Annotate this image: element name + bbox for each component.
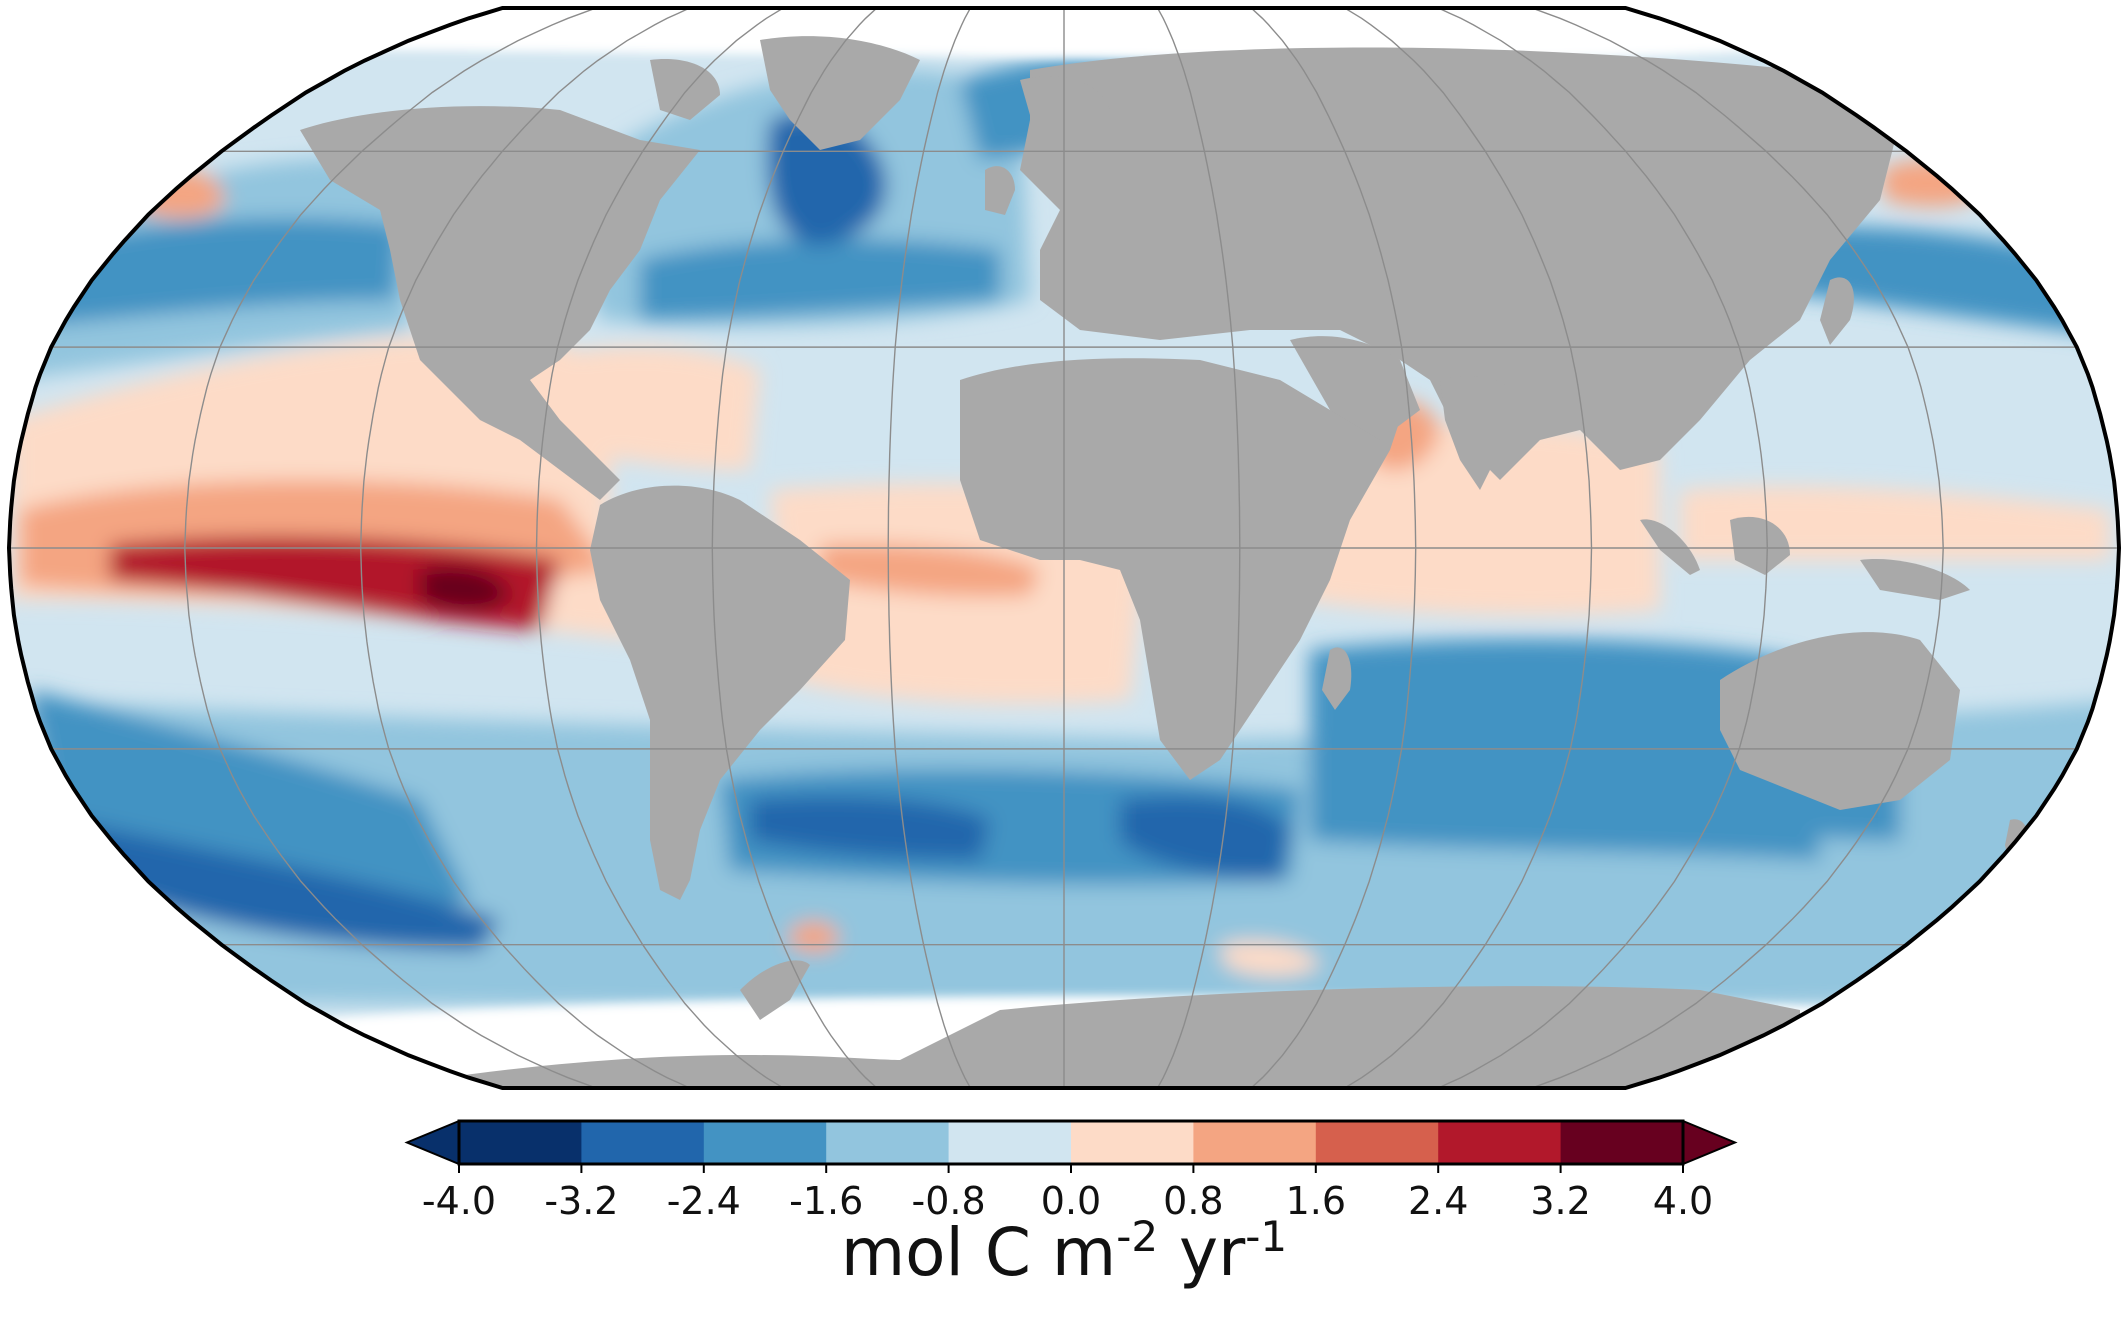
colorbar-segment [1315,1121,1439,1164]
south-indian-patchy-outgassing [1220,941,1320,977]
colorbar-units-label: mol C m-2 yr-1 [841,1212,1287,1292]
land-japan [1820,277,1854,345]
colorbar-tick-label: 4.0 [1653,1179,1713,1223]
graticule [9,8,2119,1088]
colorbar-segment [1071,1121,1194,1164]
colorbar-tick-label: 3.2 [1530,1179,1590,1223]
land-sumatra [1640,519,1700,575]
colorbar: -4.0 -3.2 -2.4 -1.6 -0.8 0.0 0.8 1.6 2.4 3.2 4.0 m… [404,1119,1738,1292]
south-pacific-uptake-max [70,820,500,950]
arctic-sea-ice [300,8,1900,61]
land-masses [300,36,2030,1088]
land-eurasia [1020,47,1900,480]
colorbar-segment [459,1121,582,1164]
units-exp-1: -2 [1116,1212,1158,1261]
units-exp-2: -1 [1245,1212,1287,1261]
colorbar-tick-label: -2.4 [667,1179,741,1223]
colorbar-tick-label: -1.6 [789,1179,863,1223]
land-borneo [1730,516,1790,575]
colorbar-segments [459,1121,1684,1164]
colorbar-segment [826,1121,950,1164]
land-antarctic-peninsula [740,960,810,1020]
colorbar-segment [1193,1121,1317,1164]
equatorial-atlantic-outgassing [820,543,1040,597]
north-atlantic-uptake-strong [640,239,1000,320]
land-new-guinea [1860,559,1970,600]
north-pacific-uptake-strong [40,218,400,325]
land-baffin [650,59,720,120]
colorbar-tick-label: 0.0 [1041,1179,1101,1223]
land-arabia [1290,336,1420,440]
map-border [6,6,2122,1090]
world-map [9,8,2119,1088]
colorbar-extend-max [1682,1119,1738,1166]
north-pacific-outgassing-west [1880,159,1985,207]
caribbean-outgassing [540,346,760,470]
indian-ocean-outgassing [1300,424,1660,616]
land-north-america [300,106,700,500]
equatorial-pacific-outgassing-max [420,566,510,611]
units-mid: yr [1158,1214,1246,1291]
colorbar-tick-label: -3.2 [544,1179,618,1223]
colorbar-tick-label: 0.8 [1163,1179,1223,1223]
land-antarctica [430,986,1800,1088]
south-indian-uptake-max [1120,796,1290,880]
colorbar-tick-label: -0.8 [912,1179,986,1223]
colorbar-ticks: -4.0 -3.2 -2.4 -1.6 -0.8 0.0 0.8 1.6 2.4 3.2 4.0 [422,1164,1713,1223]
colorbar-segment [581,1121,705,1164]
colorbar-tick-label: 2.4 [1408,1179,1468,1223]
land-madagascar [1322,647,1352,710]
colorbar-tick-label: 1.6 [1286,1179,1346,1223]
colorbar-extend-min [404,1119,460,1166]
colorbar-segment [948,1121,1072,1164]
units-base: mol C m [841,1214,1116,1291]
land-africa [960,358,1400,780]
colorbar-segment [703,1121,827,1164]
colorbar-segment [1560,1121,1684,1164]
colorbar-segment [1438,1121,1562,1164]
land-scandinavia [1020,76,1110,180]
colorbar-tick-label: -4.0 [422,1179,496,1223]
south-atlantic-uptake-max [750,796,990,860]
land-british-isles [985,166,1015,215]
labrador-uptake-strong [767,112,887,245]
land-india [1440,376,1520,490]
land-greenland [760,36,920,150]
